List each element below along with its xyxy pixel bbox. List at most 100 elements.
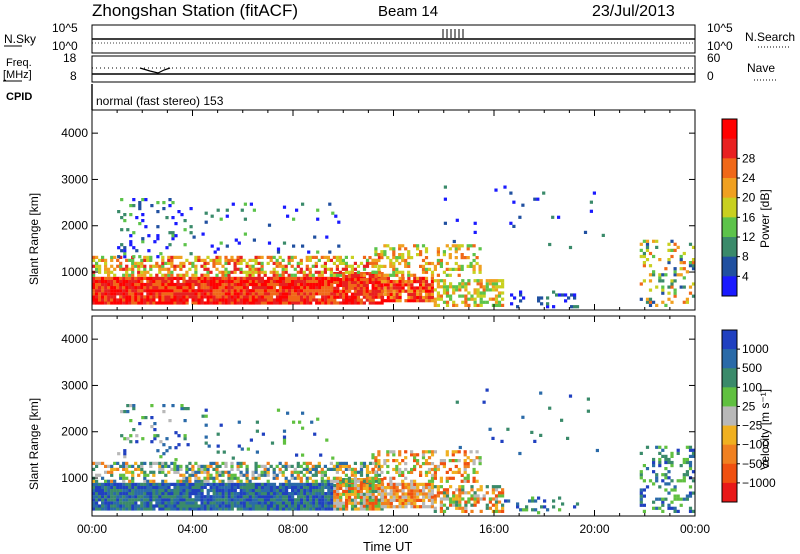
velocity-cell: [371, 476, 375, 480]
velocity-cell: [209, 504, 213, 508]
power-cell: [442, 270, 446, 274]
velocity-cell: [353, 504, 358, 508]
velocity-cell: [312, 488, 316, 493]
velocity-cell: [137, 467, 141, 471]
velocity-cell: [345, 483, 349, 488]
velocity-cell: [326, 467, 330, 471]
power-cell: [254, 286, 258, 290]
velocity-cell: [320, 476, 324, 480]
power-cell: [464, 303, 468, 307]
power-cell: [221, 276, 225, 280]
velocity-cell: [377, 507, 381, 511]
power-cell: [161, 279, 165, 283]
velocity-cell: [433, 494, 437, 498]
power-cell: [392, 261, 396, 266]
power-cell: [348, 301, 352, 305]
velocity-cell: [215, 467, 219, 471]
power-cell: [119, 279, 123, 283]
velocity-cell: [119, 507, 123, 511]
power-cell: [583, 230, 588, 234]
velocity-cell: [321, 482, 325, 486]
velocity-cell: [140, 470, 144, 474]
velocity-cell: [182, 498, 186, 502]
power-cell: [194, 279, 198, 283]
date-title: 23/Jul/2013: [592, 3, 675, 20]
power-cell: [117, 210, 121, 214]
velocity-cell: [236, 476, 240, 480]
velocity-cell: [165, 449, 169, 453]
power-cell: [306, 282, 310, 287]
power-cell: [673, 270, 677, 274]
power-cell: [278, 301, 283, 305]
power-cell: [269, 276, 274, 280]
velocity-cell: [327, 498, 331, 502]
power-cell: [353, 295, 358, 299]
velocity-colorbar-tick-label: 1000: [742, 342, 769, 356]
velocity-cell: [407, 495, 411, 499]
power-cell: [267, 241, 272, 245]
velocity-cell: [159, 440, 163, 444]
velocity-cell: [383, 501, 388, 506]
velocity-cell: [501, 491, 505, 495]
velocity-cell: [401, 473, 405, 477]
power-cell: [242, 270, 246, 274]
power-cell: [330, 301, 334, 305]
velocity-cell: [152, 488, 156, 493]
power-cell: [404, 261, 408, 266]
velocity-cell: [239, 464, 243, 468]
power-cell: [368, 301, 372, 305]
power-cell: [120, 249, 124, 253]
velocity-cell: [278, 507, 283, 511]
velocity-cell: [203, 479, 207, 483]
velocity-cell: [682, 479, 686, 483]
power-cell: [224, 282, 228, 287]
velocity-cell: [128, 504, 132, 508]
velocity-cell: [275, 504, 280, 508]
power-cell: [341, 258, 345, 262]
power-cell: [443, 185, 447, 189]
velocity-cell: [339, 498, 343, 502]
velocity-cell: [176, 482, 180, 486]
velocity-cell: [457, 459, 461, 463]
velocity-cell: [458, 497, 462, 501]
velocity-cell: [344, 473, 348, 477]
power-cell: [128, 301, 132, 305]
power-cell: [353, 261, 357, 265]
velocity-cell: [278, 501, 283, 505]
power-cell: [288, 286, 292, 290]
power-cell: [164, 289, 168, 293]
power-cell: [472, 253, 476, 257]
power-cell: [104, 270, 108, 274]
velocity-cell: [336, 483, 340, 488]
power-cell: [125, 264, 129, 268]
power-cell: [365, 277, 369, 282]
power-cell: [123, 252, 127, 256]
velocity-cell: [430, 476, 435, 480]
power-cell: [236, 282, 240, 287]
velocity-cell: [350, 467, 354, 471]
power-cell: [452, 239, 456, 244]
power-cell: [436, 282, 440, 286]
velocity-cell: [658, 460, 662, 465]
velocity-cell: [377, 467, 381, 472]
velocity-cell: [356, 478, 360, 482]
velocity-cell: [152, 479, 156, 483]
power-cell: [353, 301, 358, 305]
velocity-cell: [652, 506, 656, 510]
velocity-cell: [227, 507, 231, 511]
velocity-cell: [248, 504, 252, 508]
power-cell: [143, 270, 147, 274]
power-cell: [110, 282, 114, 287]
velocity-cell: [216, 444, 220, 448]
velocity-cell: [131, 479, 135, 483]
power-cell: [170, 298, 174, 302]
velocity-cell: [439, 497, 443, 501]
power-cell: [161, 292, 165, 296]
power-cell: [455, 218, 459, 222]
velocity-cell: [260, 485, 264, 489]
velocity-cell: [233, 482, 237, 486]
velocity-cell: [305, 467, 309, 471]
power-cell: [143, 258, 147, 262]
power-cell: [194, 273, 198, 277]
power-cell: [191, 289, 195, 293]
